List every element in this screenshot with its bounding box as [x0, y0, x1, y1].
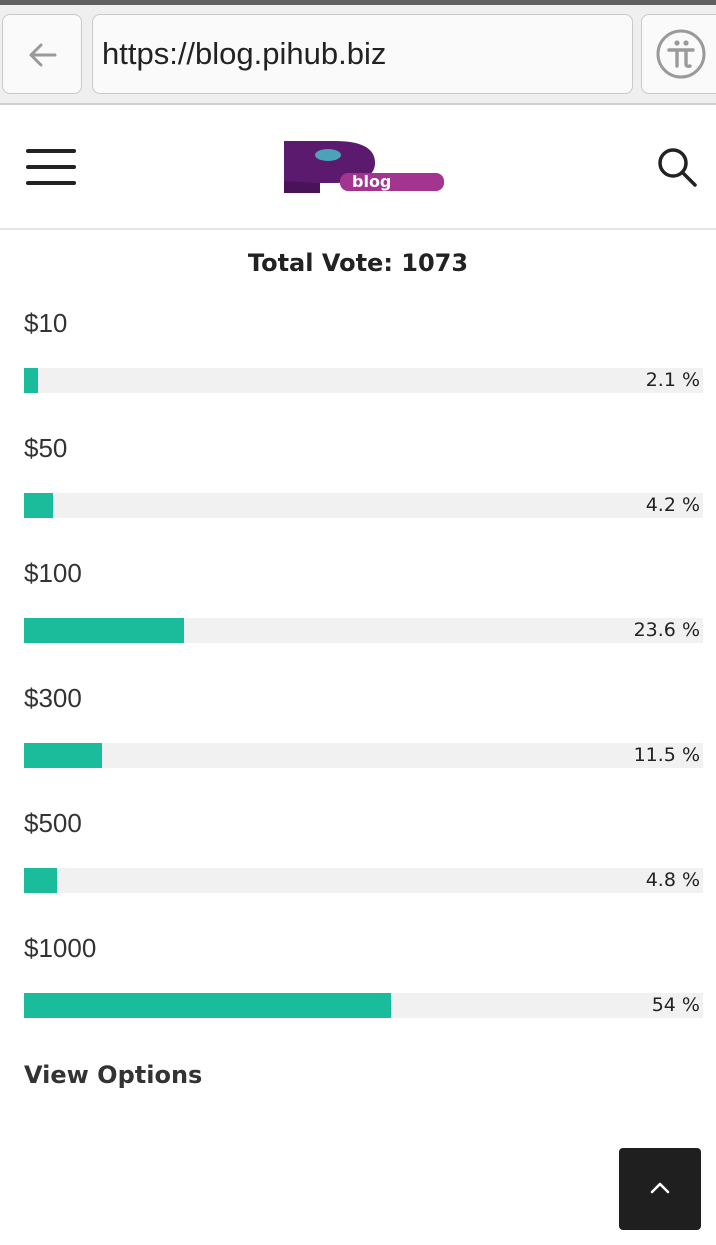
- poll-option-label: $300: [24, 683, 82, 713]
- poll-option-label: $1000: [24, 933, 97, 963]
- poll-bar-fill: [24, 368, 38, 393]
- poll-percent-label: 11.5 %: [633, 744, 700, 766]
- browser-toolbar: https://blog.pihub.biz: [0, 5, 716, 103]
- arrow-left-icon: [29, 43, 57, 67]
- poll-bar-track: 4.8 %: [24, 868, 703, 893]
- poll-percent-label: 4.2 %: [645, 494, 700, 516]
- poll-option-label: $500: [24, 808, 82, 838]
- site-header: blog: [0, 105, 716, 230]
- pi-network-icon: [656, 29, 706, 79]
- search-icon[interactable]: [655, 145, 699, 189]
- poll-percent-label: 23.6 %: [633, 619, 700, 641]
- chevron-up-icon: [650, 1182, 670, 1194]
- toolbar-divider: [0, 103, 716, 105]
- poll-bar-fill: [24, 618, 184, 643]
- status-strip: [0, 0, 716, 5]
- poll-percent-label: 2.1 %: [645, 369, 700, 391]
- poll-bar-fill: [24, 493, 53, 518]
- total-vote-label: Total Vote: 1073: [247, 249, 469, 277]
- poll-bar-track: 23.6 %: [24, 618, 703, 643]
- poll-bar-track: 11.5 %: [24, 743, 703, 768]
- scroll-to-top-button[interactable]: [619, 1148, 701, 1230]
- hamburger-menu-icon[interactable]: [26, 149, 76, 187]
- back-button[interactable]: [2, 14, 82, 94]
- poll-bar-fill: [24, 868, 57, 893]
- poll-option-label: $100: [24, 558, 82, 588]
- poll-option-label: $10: [24, 308, 68, 338]
- site-logo[interactable]: blog: [280, 135, 450, 195]
- poll-bar-track: 2.1 %: [24, 368, 703, 393]
- poll-bar-fill: [24, 993, 391, 1018]
- poll-percent-label: 54 %: [651, 994, 700, 1016]
- poll-bar-track: 4.2 %: [24, 493, 703, 518]
- svg-text:blog: blog: [352, 172, 391, 191]
- view-options-link[interactable]: View Options: [24, 1061, 203, 1089]
- poll-bar-track: 54 %: [24, 993, 703, 1018]
- poll-percent-label: 4.8 %: [645, 869, 700, 891]
- pi-browser-button[interactable]: [641, 14, 716, 94]
- poll-option-label: $50: [24, 433, 68, 463]
- poll-bar-fill: [24, 743, 102, 768]
- address-bar[interactable]: https://blog.pihub.biz: [92, 14, 633, 94]
